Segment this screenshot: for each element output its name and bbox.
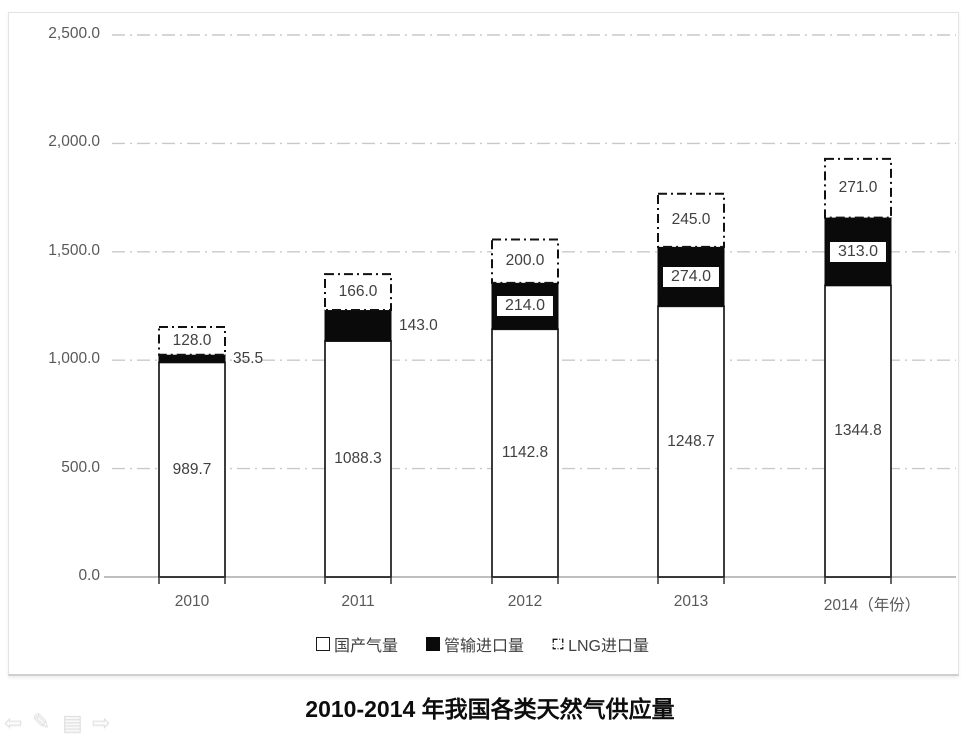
chart-legend: 国产气量 管输进口量 LNG进口量 xyxy=(8,632,957,656)
x-axis-category-label: 2013 xyxy=(673,593,709,610)
label-2012-pipeline: 214.0 xyxy=(494,294,556,319)
x-axis-category-label: 2010 xyxy=(174,593,210,610)
label-2013-domestic: 1248.7 xyxy=(667,432,715,450)
white-square-legend-icon xyxy=(316,637,331,651)
label-2012-domestic: 1142.8 xyxy=(501,444,549,462)
label-2011-domestic: 1088.3 xyxy=(334,450,382,468)
legend-label: 国产气量 xyxy=(334,638,399,655)
label-2013-pipeline: 274.0 xyxy=(660,264,722,289)
y-axis-tick-label: 500.0 xyxy=(61,458,100,476)
legend-item-domestic-gas: 国产气量 xyxy=(316,632,398,656)
label-2011-lng: 166.0 xyxy=(338,283,378,301)
y-axis-tick-label: 0.0 xyxy=(78,567,100,584)
label-2014-lng: 271.0 xyxy=(838,179,878,197)
dash-dot-square-legend-icon xyxy=(552,638,564,650)
legend-label: 管输进口量 xyxy=(444,638,525,655)
x-axis-category-label: 2014（年份） xyxy=(823,597,921,614)
label-2010-pipeline: 35.5 xyxy=(233,349,264,367)
label-2011-pipeline: 143.0 xyxy=(399,316,438,334)
y-axis-tick-label: 2,500.0 xyxy=(48,25,100,42)
chart-frame xyxy=(8,12,959,676)
y-axis-tick-label: 1,000.0 xyxy=(48,350,100,368)
label-2012-lng: 200.0 xyxy=(505,252,545,270)
x-axis-category-label: 2012 xyxy=(507,593,543,610)
next-slide-icon[interactable]: ⇨ xyxy=(92,710,111,735)
chart-title: 2010-2014 年我国各类天然气供应量 xyxy=(305,696,675,722)
slide-thumbnails-icon[interactable]: ▤ xyxy=(62,710,83,735)
black-square-legend-icon xyxy=(426,637,441,651)
legend-item-lng-imports: LNG进口量 xyxy=(552,632,649,656)
y-axis-tick-label: 1,500.0 xyxy=(48,241,100,259)
label-2014-pipeline: 313.0 xyxy=(827,239,889,264)
pen-tool-icon[interactable]: ✎ xyxy=(32,709,51,734)
label-2013-lng: 245.0 xyxy=(671,211,711,229)
label-2010-lng: 128.0 xyxy=(172,331,212,349)
legend-label: LNG进口量 xyxy=(568,638,649,655)
legend-item-pipeline-imports: 管输进口量 xyxy=(426,632,524,656)
label-2014-domestic: 1344.8 xyxy=(834,422,882,440)
y-axis-tick-label: 2,000.0 xyxy=(48,133,100,151)
previous-slide-icon[interactable]: ⇦ xyxy=(4,710,23,735)
label-2010-domestic: 989.7 xyxy=(172,460,212,478)
x-axis-category-label: 2011 xyxy=(341,593,375,610)
